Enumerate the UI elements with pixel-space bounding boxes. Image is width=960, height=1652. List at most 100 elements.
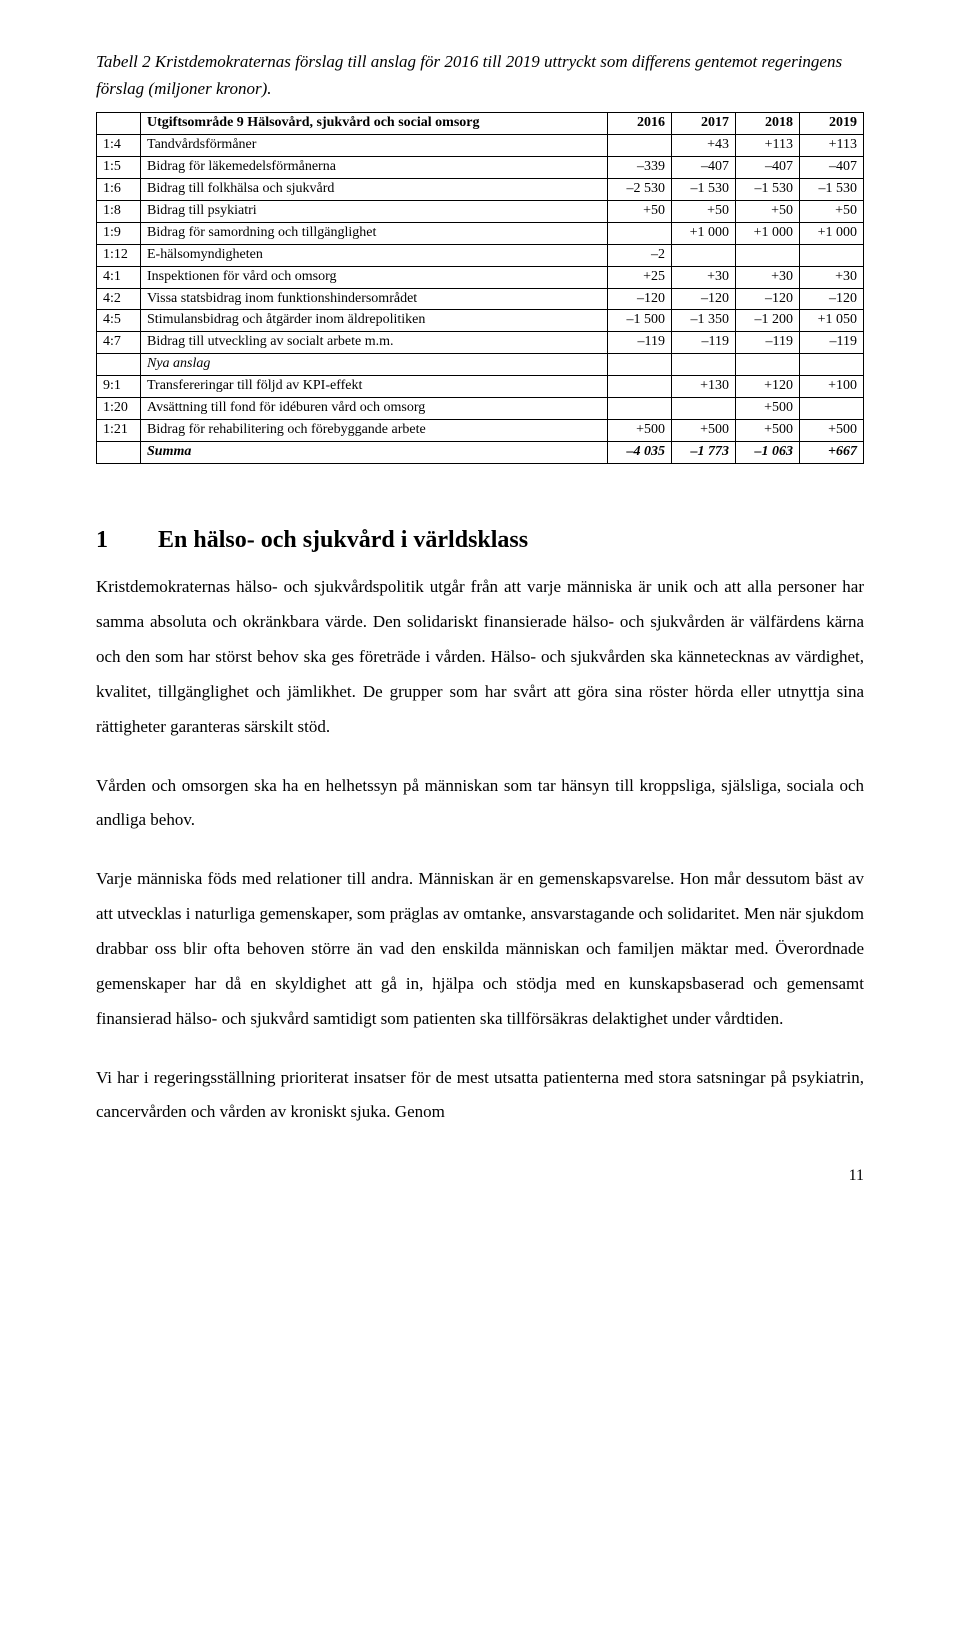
row-value: +30	[800, 266, 864, 288]
budget-table: Utgiftsområde 9 Hälsovård, sjukvård och …	[96, 112, 864, 463]
row-code: 4:5	[97, 310, 141, 332]
row-value: +50	[672, 200, 736, 222]
summa-label: Summa	[141, 441, 608, 463]
row-value	[672, 354, 736, 376]
row-code: 9:1	[97, 376, 141, 398]
row-value: –119	[672, 332, 736, 354]
row-value: –1 063	[736, 441, 800, 463]
row-code: 1:9	[97, 222, 141, 244]
row-value	[608, 135, 672, 157]
row-value	[736, 354, 800, 376]
paragraph-3: Varje människa föds med relationer till …	[96, 862, 864, 1036]
row-value: +43	[672, 135, 736, 157]
row-value	[800, 244, 864, 266]
row-value: +667	[800, 441, 864, 463]
table-row: 4:2Vissa statsbidrag inom funktionshinde…	[97, 288, 864, 310]
row-value: +1 000	[736, 222, 800, 244]
row-code: 4:1	[97, 266, 141, 288]
row-code: 1:4	[97, 135, 141, 157]
table-row: 1:21Bidrag för rehabilitering och föreby…	[97, 419, 864, 441]
header-2017: 2017	[672, 113, 736, 135]
row-value: +100	[800, 376, 864, 398]
table-row: 4:7Bidrag till utveckling av socialt arb…	[97, 332, 864, 354]
nya-anslag-label: Nya anslag	[141, 354, 608, 376]
table-row: 4:1Inspektionen för vård och omsorg+25+3…	[97, 266, 864, 288]
row-value: +50	[736, 200, 800, 222]
row-desc: Bidrag till folkhälsa och sjukvård	[141, 179, 608, 201]
row-code: 4:7	[97, 332, 141, 354]
row-desc: E-hälsomyndigheten	[141, 244, 608, 266]
table-row: 1:9Bidrag för samordning och tillgänglig…	[97, 222, 864, 244]
paragraph-1: Kristdemokraternas hälso- och sjukvårdsp…	[96, 570, 864, 744]
header-2018: 2018	[736, 113, 800, 135]
row-code: 1:21	[97, 419, 141, 441]
row-value: +113	[800, 135, 864, 157]
table-row: 1:6Bidrag till folkhälsa och sjukvård–2 …	[97, 179, 864, 201]
row-code: 1:20	[97, 397, 141, 419]
row-value: +50	[608, 200, 672, 222]
row-code	[97, 354, 141, 376]
row-value: –1 530	[672, 179, 736, 201]
table-row: 1:5Bidrag för läkemedelsförmånerna–339–4…	[97, 157, 864, 179]
row-value	[608, 354, 672, 376]
table-row: 9:1Transfereringar till följd av KPI-eff…	[97, 376, 864, 398]
row-desc: Bidrag till utveckling av socialt arbete…	[141, 332, 608, 354]
row-desc: Stimulansbidrag och åtgärder inom äldrep…	[141, 310, 608, 332]
table-row: 1:4Tandvårdsförmåner+43+113+113	[97, 135, 864, 157]
row-value: +1 050	[800, 310, 864, 332]
table-row: 1:20Avsättning till fond för idéburen vå…	[97, 397, 864, 419]
row-code: 1:12	[97, 244, 141, 266]
row-value: –120	[736, 288, 800, 310]
row-value: –120	[800, 288, 864, 310]
row-value	[672, 244, 736, 266]
table-row: 1:8Bidrag till psykiatri+50+50+50+50	[97, 200, 864, 222]
table-caption: Tabell 2 Kristdemokraternas förslag till…	[96, 48, 864, 102]
row-code: 1:6	[97, 179, 141, 201]
row-code: 4:2	[97, 288, 141, 310]
row-value: +1 000	[672, 222, 736, 244]
row-value: +500	[736, 419, 800, 441]
header-2019: 2019	[800, 113, 864, 135]
row-desc: Bidrag för rehabilitering och förebyggan…	[141, 419, 608, 441]
row-value: +30	[736, 266, 800, 288]
row-code	[97, 441, 141, 463]
row-value: +1 000	[800, 222, 864, 244]
row-value: –4 035	[608, 441, 672, 463]
row-value: –119	[736, 332, 800, 354]
section-heading: 1 En hälso- och sjukvård i världsklass	[96, 520, 864, 561]
summa-row: Summa–4 035–1 773–1 063+667	[97, 441, 864, 463]
nya-anslag-row: Nya anslag	[97, 354, 864, 376]
row-value: +500	[672, 419, 736, 441]
header-title: Utgiftsområde 9 Hälsovård, sjukvård och …	[141, 113, 608, 135]
row-value	[608, 222, 672, 244]
row-value: –407	[672, 157, 736, 179]
row-value	[608, 376, 672, 398]
row-value: –407	[800, 157, 864, 179]
row-value	[672, 397, 736, 419]
row-value: +25	[608, 266, 672, 288]
row-value: +500	[800, 419, 864, 441]
table-row: 4:5Stimulansbidrag och åtgärder inom äld…	[97, 310, 864, 332]
row-value: –120	[672, 288, 736, 310]
row-value: –2	[608, 244, 672, 266]
row-desc: Bidrag till psykiatri	[141, 200, 608, 222]
table-row: 1:12E-hälsomyndigheten–2	[97, 244, 864, 266]
row-desc: Vissa statsbidrag inom funktionshinderso…	[141, 288, 608, 310]
row-value: –339	[608, 157, 672, 179]
row-value: +500	[736, 397, 800, 419]
row-value: –1 500	[608, 310, 672, 332]
row-value	[608, 397, 672, 419]
row-value: +120	[736, 376, 800, 398]
header-2016: 2016	[608, 113, 672, 135]
section-title: En hälso- och sjukvård i världsklass	[158, 527, 528, 553]
row-desc: Bidrag för samordning och tillgänglighet	[141, 222, 608, 244]
row-value: +500	[608, 419, 672, 441]
row-value	[800, 354, 864, 376]
row-desc: Bidrag för läkemedelsförmånerna	[141, 157, 608, 179]
page-number: 11	[96, 1162, 864, 1189]
row-value: –407	[736, 157, 800, 179]
row-desc: Transfereringar till följd av KPI-effekt	[141, 376, 608, 398]
row-code: 1:8	[97, 200, 141, 222]
row-value: –119	[800, 332, 864, 354]
row-value	[800, 397, 864, 419]
